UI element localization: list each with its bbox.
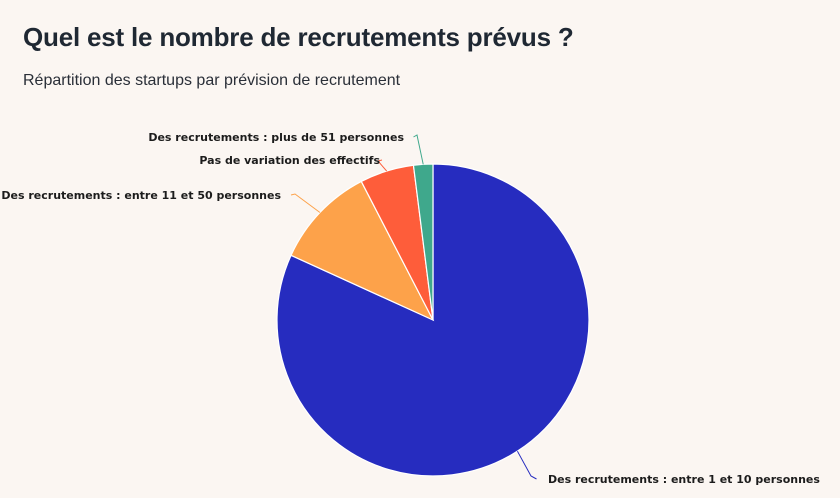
pie-slice-label: Pas de variation des effectifs [199, 154, 380, 167]
pie-slice-label: Des recrutements : entre 11 et 50 person… [1, 189, 281, 202]
pie-leader-line [516, 450, 537, 480]
chart-subtitle: Répartition des startups par prévision d… [23, 72, 401, 89]
pie-slice-label: Des recrutements : entre 1 et 10 personn… [548, 473, 820, 486]
pie-leader-line [377, 159, 388, 172]
pie-slices [276, 163, 590, 477]
pie-leader-lines [290, 134, 537, 480]
pie-slice-label: Des recrutements : plus de 51 personnes [148, 131, 404, 144]
pie-labels: Des recrutements : entre 1 et 10 personn… [1, 131, 820, 486]
pie-leader-line [413, 134, 424, 165]
chart-title: Quel est le nombre de recrutements prévu… [23, 22, 574, 52]
pie-leader-line [290, 193, 321, 213]
